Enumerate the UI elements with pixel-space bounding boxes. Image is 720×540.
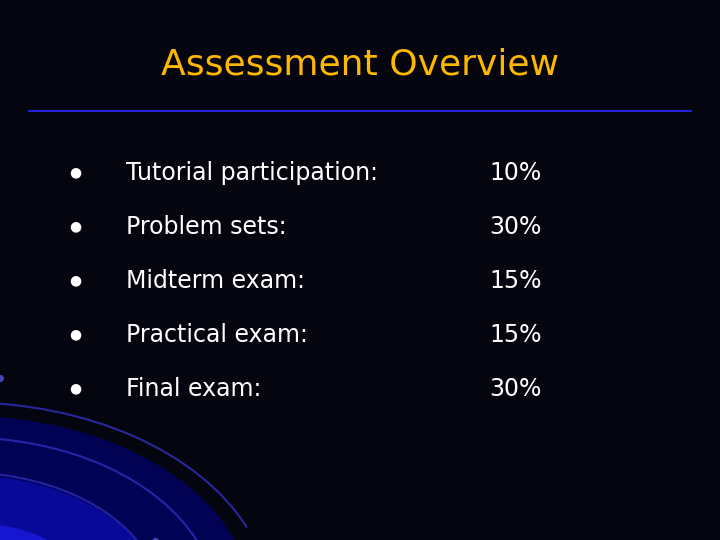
Text: 15%: 15% — [490, 269, 542, 293]
Text: Midterm exam:: Midterm exam: — [126, 269, 305, 293]
Text: Tutorial participation:: Tutorial participation: — [126, 161, 378, 185]
Text: Problem sets:: Problem sets: — [126, 215, 287, 239]
Text: 15%: 15% — [490, 323, 542, 347]
Text: ●: ● — [70, 382, 81, 396]
Text: ●: ● — [70, 274, 81, 288]
Ellipse shape — [0, 475, 162, 540]
Text: ●: ● — [70, 166, 81, 180]
Text: 30%: 30% — [490, 215, 542, 239]
Text: Practical exam:: Practical exam: — [126, 323, 308, 347]
Ellipse shape — [0, 524, 86, 540]
Text: Assessment Overview: Assessment Overview — [161, 48, 559, 82]
Text: 30%: 30% — [490, 377, 542, 401]
Ellipse shape — [0, 416, 252, 540]
Text: ●: ● — [70, 220, 81, 234]
Text: ●: ● — [70, 328, 81, 342]
Text: Final exam:: Final exam: — [126, 377, 261, 401]
Text: 10%: 10% — [490, 161, 542, 185]
